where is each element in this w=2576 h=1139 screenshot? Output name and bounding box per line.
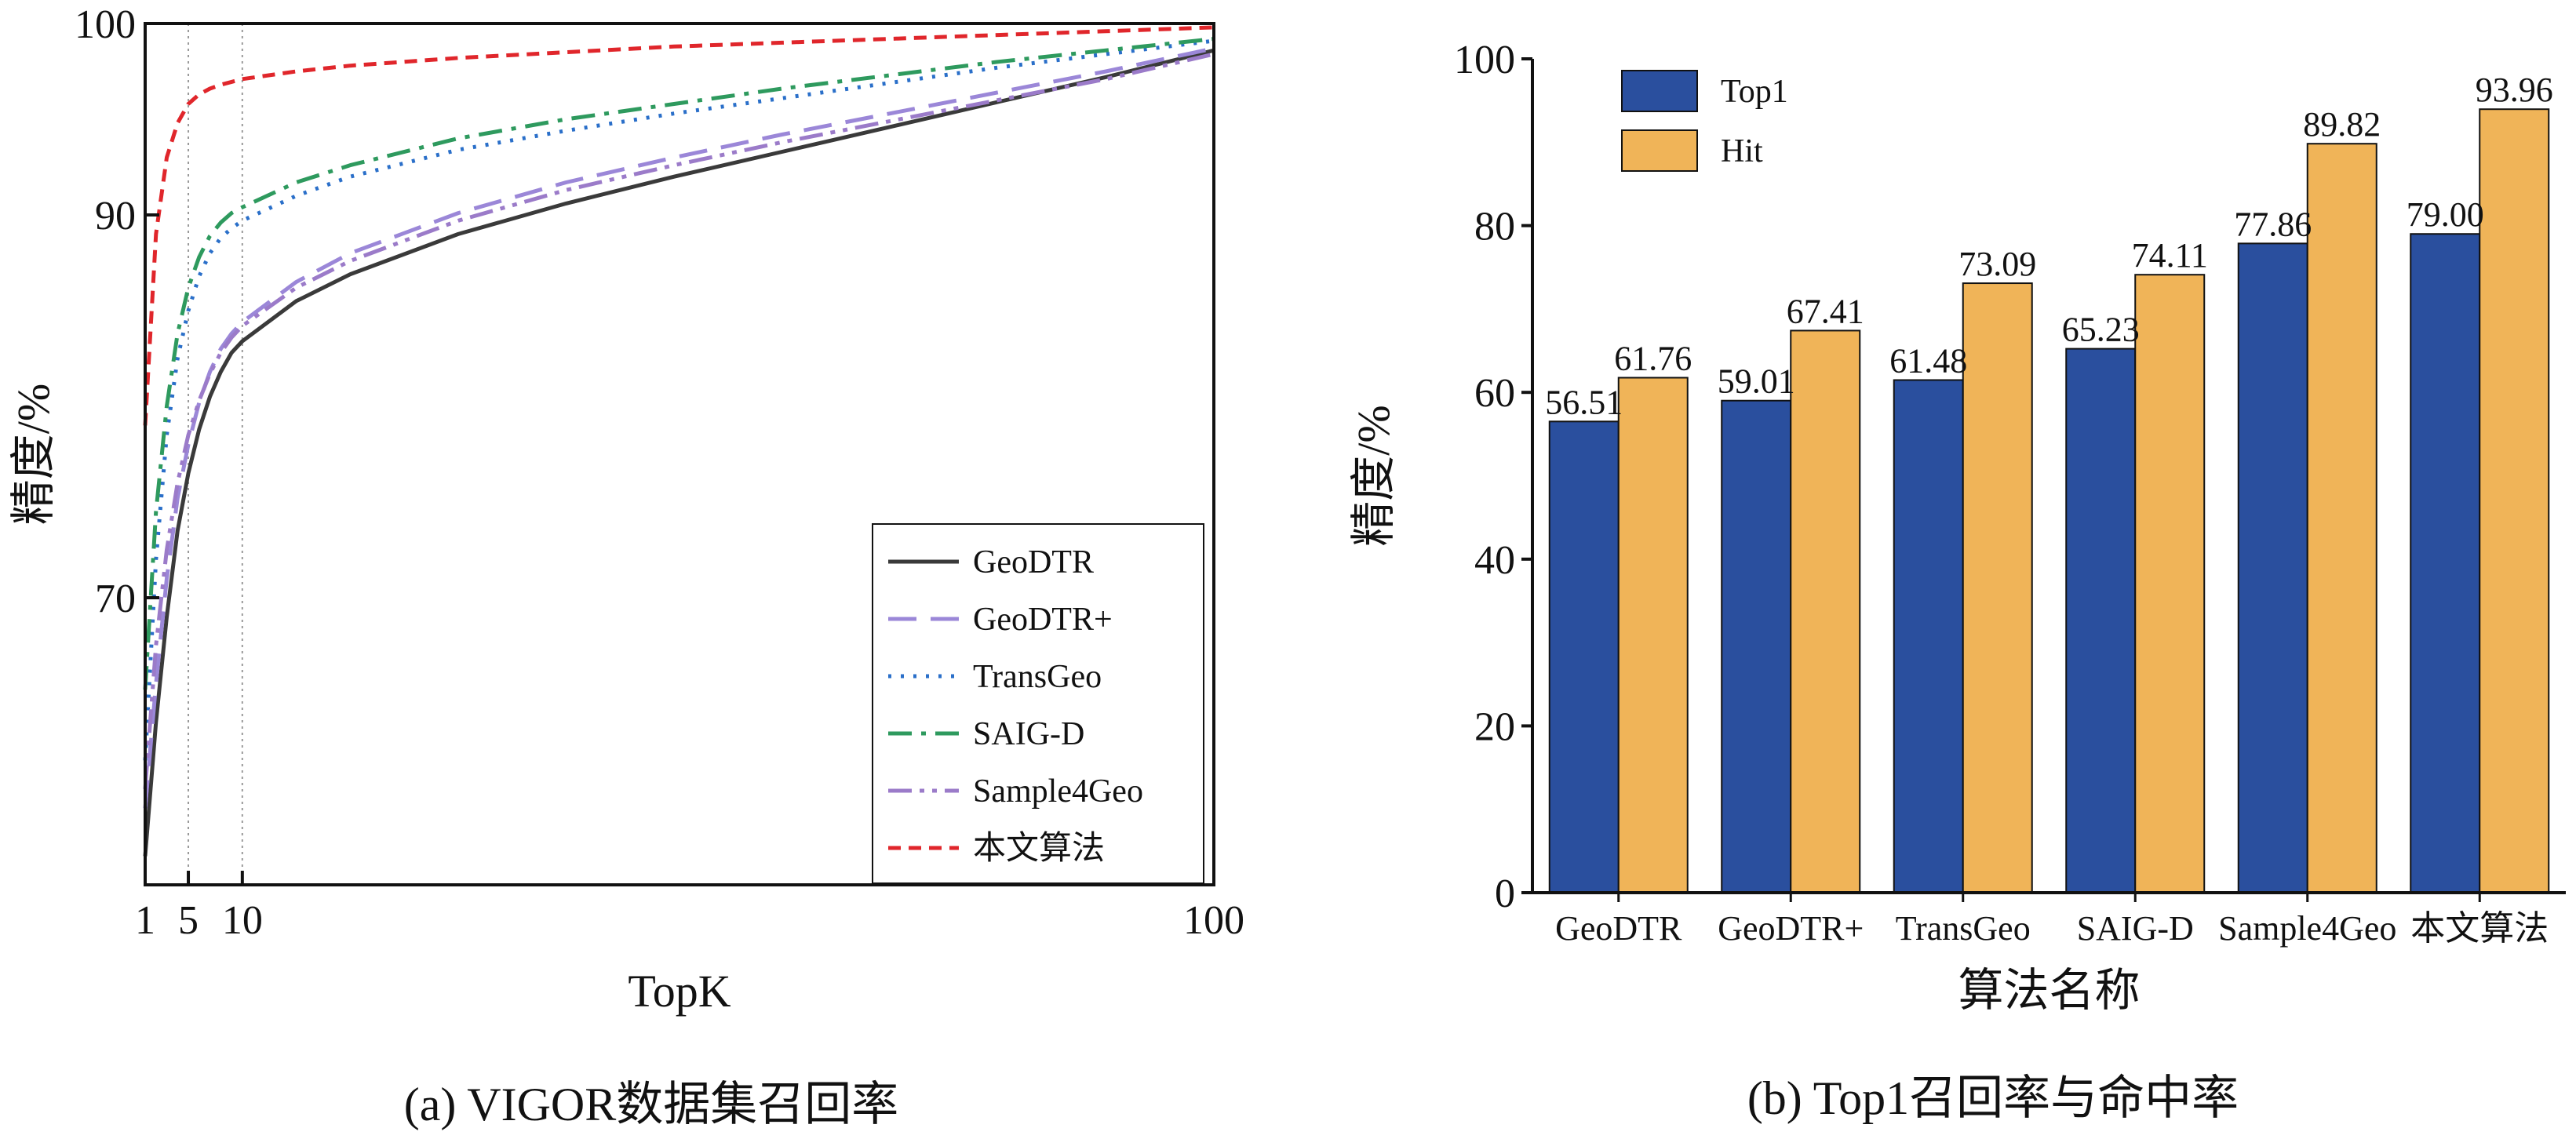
y-tick-label: 20 [1474,704,1515,749]
legend-label: GeoDTR [973,544,1094,580]
bar-value-label: 61.76 [1614,339,1692,377]
legend-swatch-top1 [1621,70,1698,112]
bar-top1-4 [2065,348,2137,893]
y-axis-ticks: 70 90 100 [75,2,159,621]
bar-value-label: 93.96 [2476,71,2553,109]
series-line-2 [143,46,1215,809]
series-line-6 [143,25,1215,426]
x-tick-label: 1 [135,898,155,943]
bar-value-label: 67.41 [1787,292,1864,330]
x-tick-label: GeoDTR+ [1718,909,1864,948]
bar-top1-5 [2237,242,2308,893]
legend-label: GeoDTR+ [973,602,1113,638]
series-lines [143,25,1215,857]
bar-value-labels: 56.51 61.76 59.01 67.41 61.48 73.09 65.23 74.11… [1545,71,2553,421]
y-tick-label: 40 [1474,538,1515,583]
plot-frame [144,22,1215,886]
bar-hit-4 [2134,274,2206,893]
y-tick-label: 0 [1495,872,1515,916]
legend-label: Sample4Geo [973,773,1143,810]
y-axis-title: 精度/% [1348,405,1399,546]
bar-hit-5 [2306,143,2377,894]
bar-value-label: 59.01 [1718,362,1795,401]
bar-value-label: 79.00 [2407,195,2484,234]
series-line-1 [143,48,1215,857]
legend-label: Top1 [1721,74,1788,110]
x-tick-label: TransGeo [1896,909,2031,948]
legend-swatch-hit [1621,129,1698,172]
x-axis-title: 算法名称 [1958,965,2140,1016]
series-line-5 [143,52,1215,790]
axes [1531,59,2566,894]
y-tick-label: 70 [95,577,136,621]
y-axis-title: 精度/% [8,384,59,525]
y-tick-label: 90 [95,194,136,238]
bar-value-label: 73.09 [1958,245,2036,283]
legend-label: SAIG-D [973,716,1084,752]
x-tick-label: 本文算法 [2410,909,2549,948]
bar-value-label: 61.48 [1889,341,1967,380]
legend-box [872,523,1204,884]
x-tick-label: 5 [178,898,199,943]
legend: GeoDTR GeoDTR+ TransGeo SAIG-D Sample4Geo 本文算… [872,523,1204,884]
bar-hit-3 [1962,282,2033,894]
top1-bar-chart: 56.51 61.76 59.01 67.41 61.48 73.09 65.23 74.11… [1348,38,2566,1124]
y-tick-label: 60 [1474,371,1515,416]
caption-a: (a) VIGOR数据集召回率 [404,1079,899,1130]
bar-hit-2 [1790,329,1861,893]
recall-line-chart: 70 90 100 1 5 10 100 TopK 精度/% GeoDTR GeoDTR+ T… [8,2,1244,1130]
bar-hit-6 [2479,108,2550,893]
legend: Top1 Hit [1621,70,1788,172]
series-line-4 [143,37,1215,690]
bar-top1-3 [1893,379,1964,893]
y-axis-ticks: 0 20 40 60 80 100 [1454,38,1532,916]
legend-label: 本文算法 [973,830,1105,867]
y-tick-label: 100 [1454,38,1515,82]
bar-top1-1 [1548,420,1620,893]
bar-value-label: 77.86 [2234,205,2312,243]
reference-lines [188,24,243,885]
y-tick-label: 100 [75,2,136,47]
x-axis-ticks: 1 5 10 100 [135,871,1244,943]
x-tick-label: SAIG-D [2077,909,2194,948]
x-axis-title: TopK [628,966,731,1017]
x-tick-label: 100 [1183,898,1244,943]
legend-label: TransGeo [973,659,1102,695]
bar-value-label: 89.82 [2303,105,2381,144]
x-axis-ticks: GeoDTR GeoDTR+ TransGeo SAIG-D Sample4Geo 本文算… [1555,893,2549,948]
bar-value-label: 65.23 [2062,311,2140,349]
bar-top1-2 [1721,399,1792,893]
y-tick-label: 80 [1474,205,1515,249]
bar-value-label: 74.11 [2132,236,2208,275]
x-tick-label: GeoDTR [1555,909,1682,948]
x-tick-label: 10 [222,898,263,943]
bar-value-label: 56.51 [1545,383,1623,421]
caption-b: (b) Top1召回率与命中率 [1747,1072,2239,1124]
x-tick-label: Sample4Geo [2218,909,2396,948]
bar-top1-6 [2410,233,2481,894]
legend-label: Hit [1721,133,1763,169]
bars [1548,108,2550,894]
series-line-3 [143,38,1215,761]
bar-hit-1 [1617,377,1689,893]
